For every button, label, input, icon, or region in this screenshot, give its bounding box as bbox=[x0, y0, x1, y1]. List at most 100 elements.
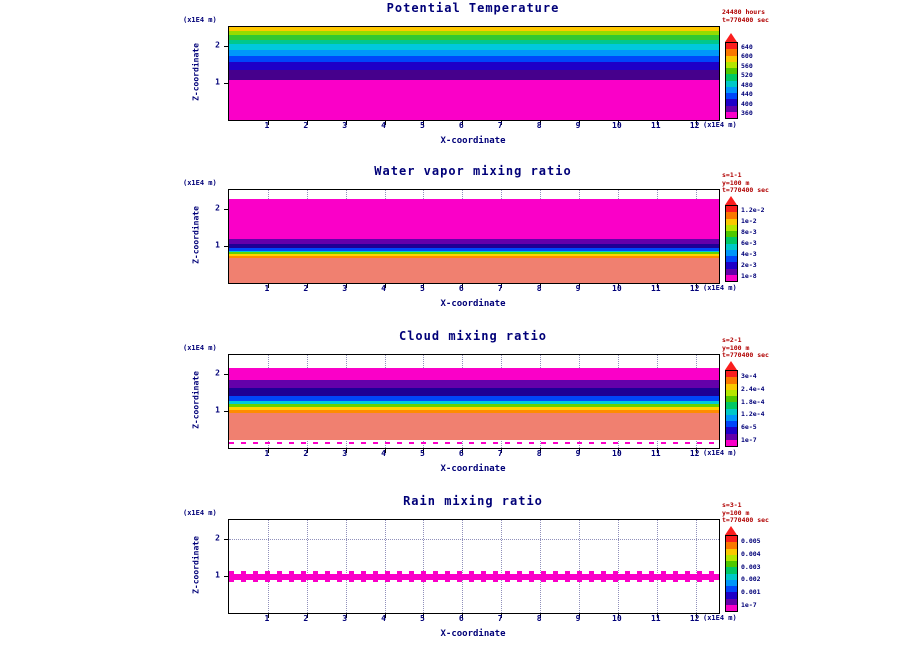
x-tick-mark bbox=[501, 284, 503, 288]
x-tick-label: 12 bbox=[689, 284, 700, 293]
x-tick-mark bbox=[306, 614, 308, 618]
x-tick-label: 11 bbox=[650, 449, 661, 458]
gridline-vertical bbox=[656, 520, 658, 613]
colorbar-cell bbox=[726, 249, 737, 256]
contour-band bbox=[229, 40, 719, 45]
colorbar-cell bbox=[726, 274, 737, 281]
x-tick-label: 7 bbox=[497, 121, 503, 130]
x-tick-label: 12 bbox=[689, 449, 700, 458]
contour-band bbox=[229, 256, 719, 259]
x-tick-mark bbox=[617, 449, 619, 453]
x-tick-mark bbox=[462, 121, 464, 125]
x-axis-label: X-coordinate bbox=[440, 299, 506, 309]
z-tick-mark bbox=[224, 373, 228, 375]
x-tick-mark bbox=[267, 614, 269, 618]
colorbar-cell bbox=[726, 377, 737, 384]
colorbar-tick-label: 0.004 bbox=[741, 550, 761, 558]
x-tick-label: 10 bbox=[612, 449, 622, 458]
x-tick-label: 10 bbox=[612, 614, 622, 623]
contour-band bbox=[229, 444, 719, 448]
x-tick-mark bbox=[695, 284, 697, 288]
x-tick-label: 9 bbox=[575, 614, 581, 623]
colorbar-tick-label: 1.2e-4 bbox=[741, 410, 765, 419]
x-tick-label: 2 bbox=[303, 121, 309, 130]
x-tick-mark bbox=[656, 284, 658, 288]
x-tick-mark bbox=[695, 449, 697, 453]
x-tick-label: 5 bbox=[420, 121, 425, 130]
x-tick-mark bbox=[540, 614, 542, 618]
colorbar-cells bbox=[725, 370, 738, 447]
x-tick-label: 6 bbox=[458, 449, 464, 458]
colorbar-cell bbox=[726, 268, 737, 275]
colorbar-tick-label: 480 bbox=[741, 80, 753, 89]
x-tick-mark bbox=[462, 449, 464, 453]
contour-band bbox=[229, 258, 719, 283]
gridline-vertical bbox=[579, 520, 580, 613]
x-tick-label: 4 bbox=[381, 449, 386, 458]
colorbar-tick-label: 1.2e-2 bbox=[741, 206, 765, 215]
x-tick-mark bbox=[345, 449, 347, 453]
colorbar-tick-label: 520 bbox=[741, 71, 753, 80]
colorbar-cell bbox=[726, 592, 737, 599]
z-tick-label: 2 bbox=[215, 40, 220, 50]
z-tick-label: 1 bbox=[215, 570, 220, 580]
contour-band bbox=[229, 35, 719, 40]
colorbar-cell bbox=[726, 206, 737, 213]
colorbar-cell bbox=[726, 554, 737, 561]
colorbar-cell bbox=[726, 402, 737, 409]
x-tick-label: 9 bbox=[575, 449, 581, 458]
panel-title: Rain mixing ratio bbox=[403, 494, 543, 508]
annotation-line: t=770400 sec bbox=[722, 15, 769, 24]
z-tick-mark bbox=[224, 410, 228, 412]
x-tick-mark bbox=[617, 284, 619, 288]
x-tick-label: 2 bbox=[303, 284, 309, 293]
colorbar-cell bbox=[726, 93, 737, 100]
colorbar-cell bbox=[726, 111, 737, 118]
x-axis-label: X-coordinate bbox=[440, 136, 506, 146]
x-tick-label: 7 bbox=[497, 449, 503, 458]
x-tick-label: 1 bbox=[264, 449, 270, 458]
colorbar-labels: 0.005 0.004 0.003 0.002 0.001 1e-7 bbox=[741, 535, 785, 611]
gridline-vertical bbox=[306, 520, 308, 613]
x-tick-mark bbox=[540, 449, 542, 453]
x-tick-mark bbox=[617, 614, 619, 618]
contour-band bbox=[229, 355, 719, 368]
z-tick-mark bbox=[224, 575, 228, 577]
panel-rain-mixing-ratio: Rain mixing ratio (x1E4 m) Z-coordinate … bbox=[0, 493, 904, 656]
contour-band bbox=[229, 30, 719, 36]
colorbar-labels: 640 600 560 520 480 440 400 360 bbox=[741, 42, 785, 118]
z-axis-unit: (x1E4 m) bbox=[183, 509, 217, 517]
contour-band bbox=[229, 252, 719, 255]
x-tick-mark bbox=[384, 121, 386, 125]
gridline-vertical bbox=[423, 520, 425, 613]
z-tick-mark bbox=[224, 208, 228, 210]
x-tick-mark bbox=[345, 121, 347, 125]
colorbar-cell bbox=[726, 414, 737, 421]
x-axis-label: X-coordinate bbox=[440, 629, 506, 639]
colorbar-cells bbox=[725, 535, 738, 612]
z-tick-mark bbox=[224, 245, 228, 247]
colorbar-cell bbox=[726, 548, 737, 555]
z-axis-unit: (x1E4 m) bbox=[183, 344, 217, 352]
colorbar-arrow-icon bbox=[725, 361, 737, 370]
colorbar-tick-label: 640 bbox=[741, 42, 753, 51]
gridline-vertical bbox=[345, 520, 347, 613]
colorbar-cell bbox=[726, 80, 737, 87]
colorbar-cell bbox=[726, 237, 737, 244]
x-tick-label: 4 bbox=[381, 614, 386, 623]
panel-title: Cloud mixing ratio bbox=[398, 329, 548, 343]
gridline-vertical bbox=[267, 520, 269, 613]
colorbar-cell bbox=[726, 573, 737, 580]
contour-bands bbox=[229, 520, 719, 613]
colorbar-tick-label: 2.4e-4 bbox=[741, 385, 765, 393]
x-tick-label: 4 bbox=[381, 284, 386, 293]
contour-band bbox=[229, 442, 719, 445]
x-tick-label: 3 bbox=[342, 284, 348, 293]
plot-area bbox=[224, 354, 720, 453]
colorbar-cell bbox=[726, 74, 737, 81]
contour-band bbox=[229, 380, 719, 388]
